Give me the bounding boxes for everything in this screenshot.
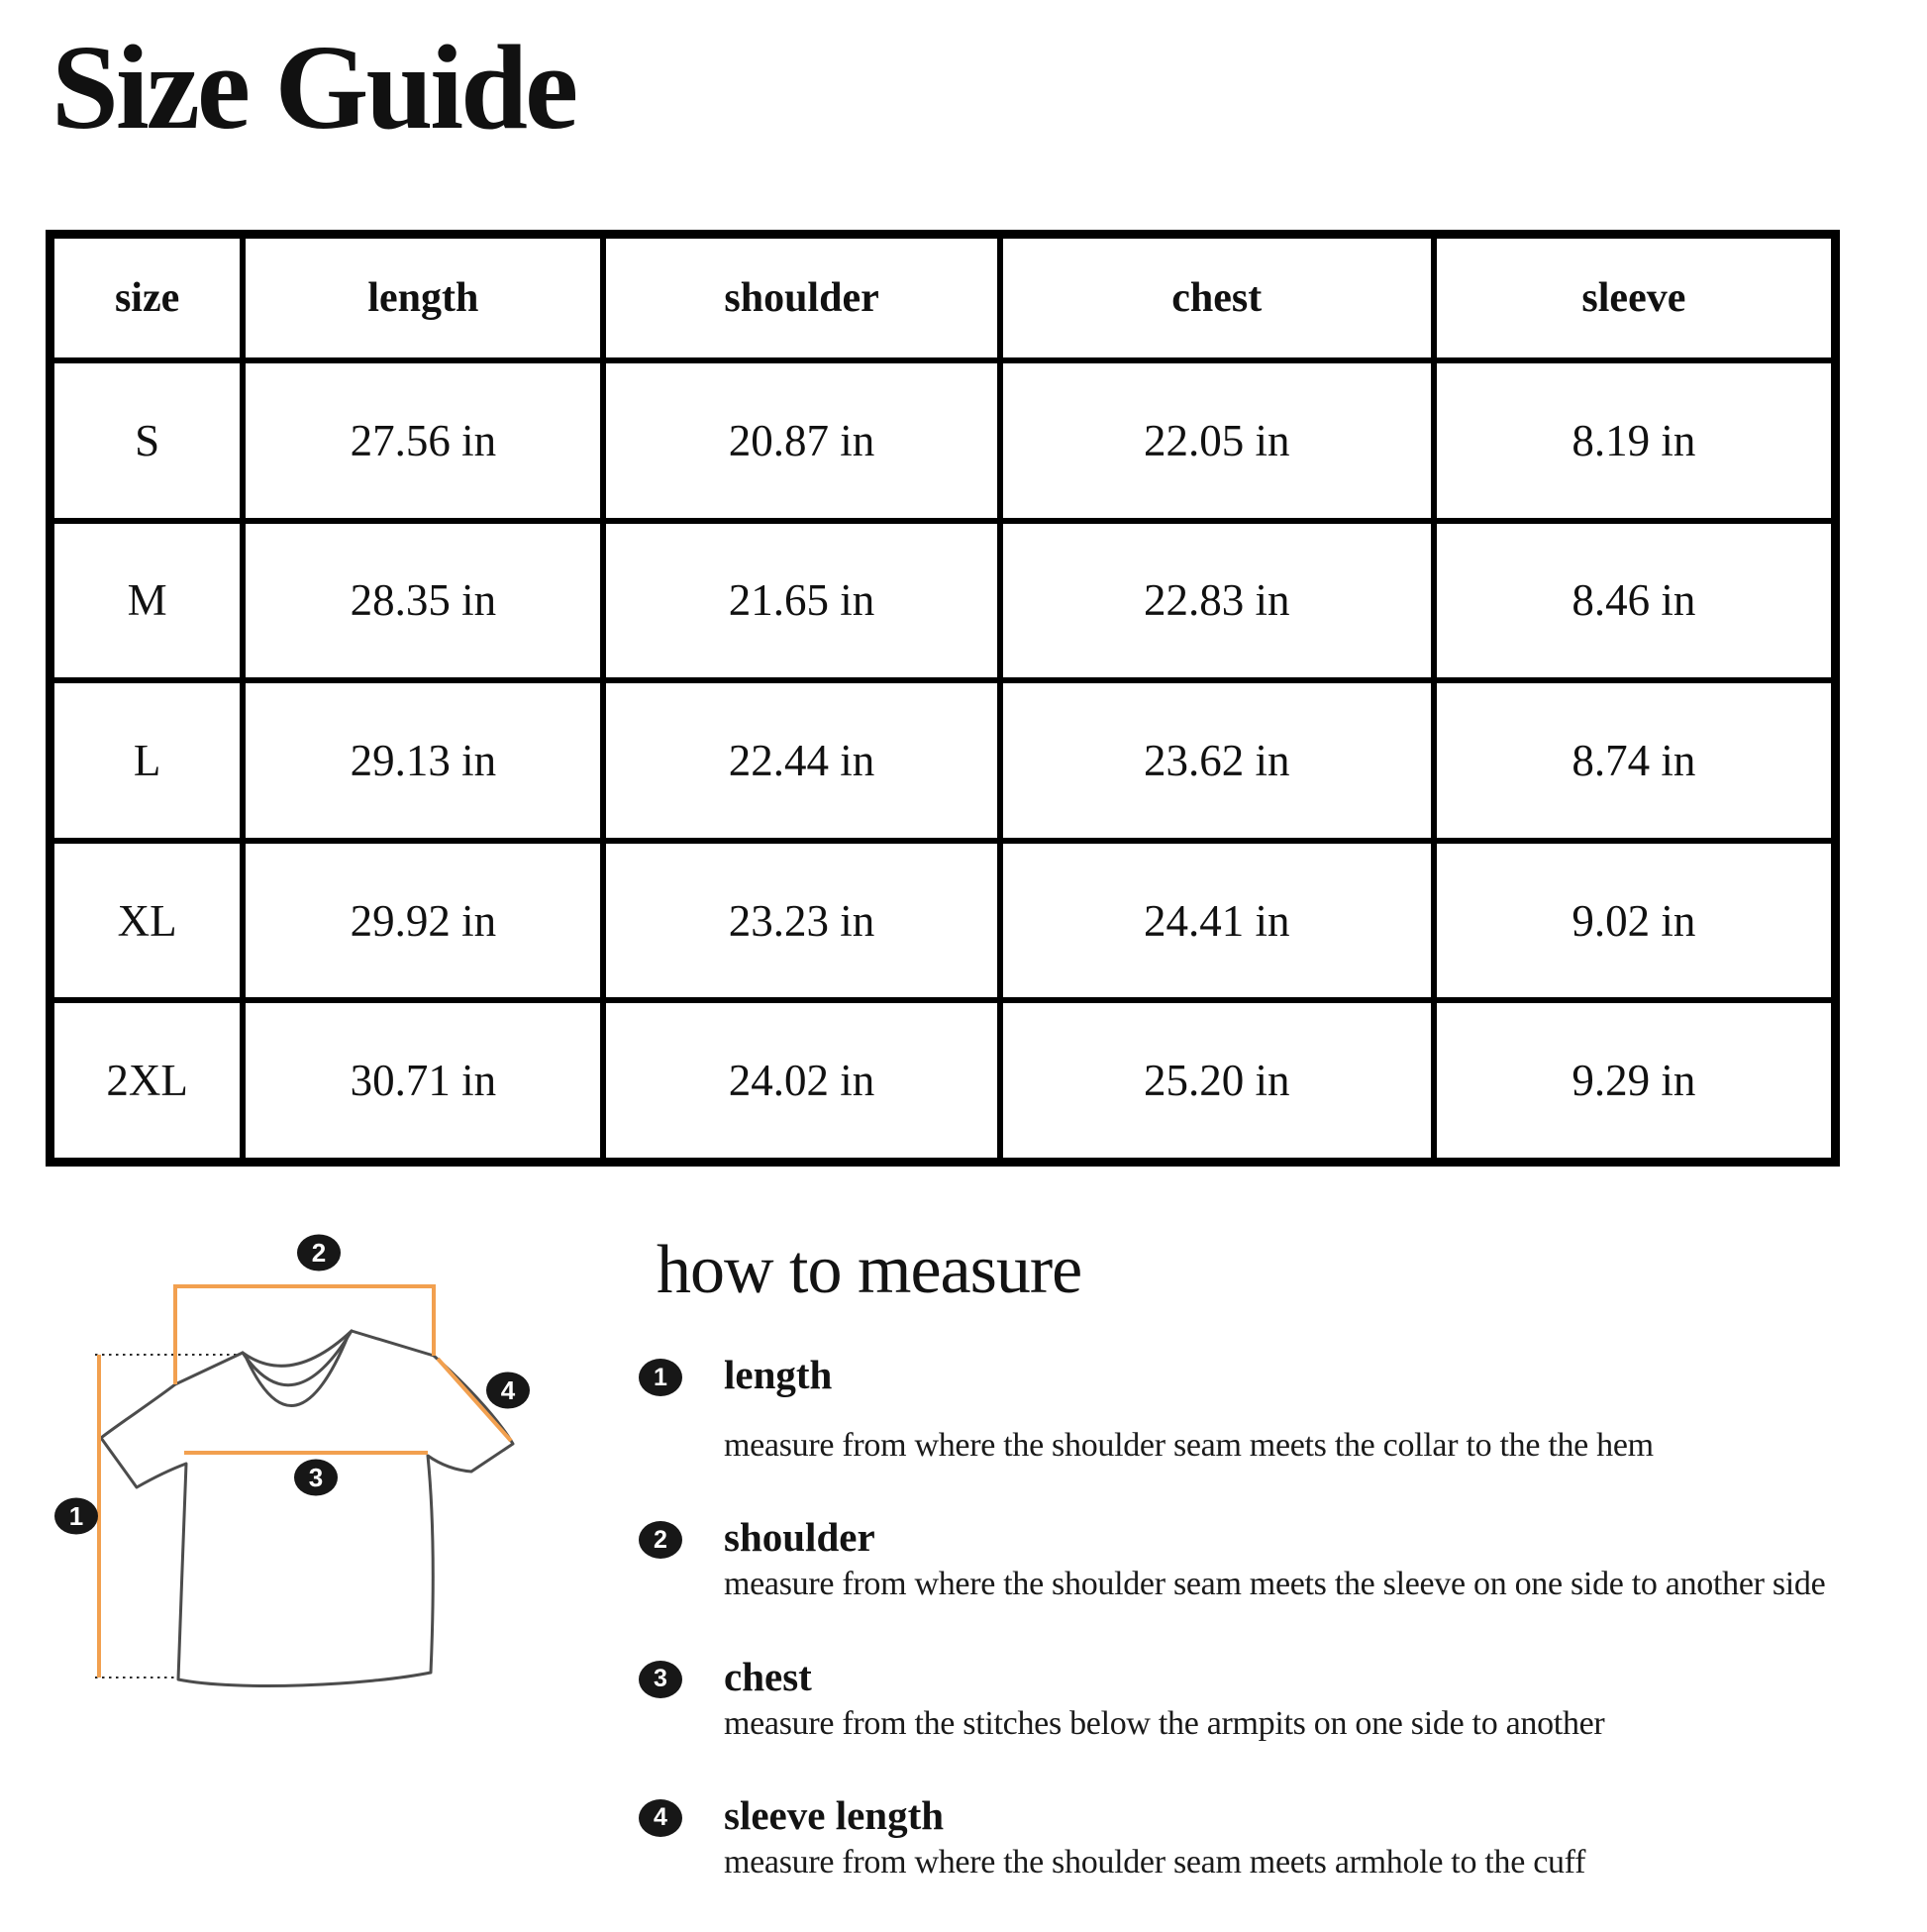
number-badge: 2 [639,1521,682,1560]
cell-chest: 22.83 in [996,517,1437,684]
number-badge: 4 [639,1798,682,1837]
svg-text:1: 1 [69,1501,83,1531]
number-badge: 1 [639,1359,682,1396]
table-header-row: size length shoulder chest sleeve [47,231,1839,363]
measure-item-shoulder: 2 shoulder measure from where the should… [639,1515,1916,1606]
diagram-badge-length: 1 [54,1497,98,1535]
cell-sleeve: 9.29 in [1430,997,1839,1166]
sleeve-measure-line [436,1357,513,1443]
measure-item-description: measure from where the shoulder seam mee… [724,1566,1826,1603]
cell-shoulder: 22.44 in [600,677,1003,844]
measure-item-length: 1 length measure from where the shoulder… [639,1352,1916,1468]
cell-shoulder: 24.02 in [600,997,1003,1166]
measure-item-body: shoulder measure from where the shoulder… [724,1515,1916,1606]
cell-shoulder: 21.65 in [600,517,1003,684]
col-header-sleeve: sleeve [1430,231,1839,363]
svg-text:2: 2 [312,1238,326,1268]
cell-size: S [47,357,247,524]
measure-item-label: length [724,1352,833,1397]
cell-length: 28.35 in [240,517,607,684]
measure-item-label: shoulder [724,1514,875,1561]
measure-item-sleeve-length: 4 sleeve length measure from where the s… [639,1791,1916,1884]
diagram-badge-shoulder: 2 [297,1234,341,1271]
col-header-shoulder: shoulder [600,231,1003,363]
svg-text:3: 3 [309,1463,323,1492]
tshirt-diagram: 1 2 3 4 [54,1234,530,1687]
measure-item-label: chest [724,1653,812,1699]
col-header-length: length [240,231,607,363]
cell-length: 29.92 in [240,837,607,1004]
number-badge: 3 [639,1660,682,1698]
measure-item-body: chest measure from the stitches below th… [724,1653,1916,1746]
cell-size: 2XL [47,997,247,1166]
svg-text:4: 4 [501,1375,516,1405]
cell-shoulder: 23.23 in [600,837,1003,1004]
cell-sleeve: 8.74 in [1430,677,1839,844]
cell-chest: 22.05 in [996,357,1437,524]
diagram-badge-chest: 3 [294,1459,338,1496]
cell-shoulder: 20.87 in [600,357,1003,524]
cell-sleeve: 9.02 in [1430,837,1839,1004]
cell-length: 27.56 in [240,357,607,524]
cell-sleeve: 8.19 in [1430,357,1839,524]
table-row: L 29.13 in 22.44 in 23.62 in 8.74 in [47,677,1839,844]
cell-sleeve: 8.46 in [1430,517,1839,684]
measure-item-description: measure from where the shoulder seam mee… [724,1843,1586,1881]
table-row: XL 29.92 in 23.23 in 24.41 in 9.02 in [47,837,1839,1004]
cell-size: M [47,517,247,684]
cell-size: L [47,677,247,844]
measure-item-description: measure from where the shoulder seam mee… [724,1427,1654,1465]
page-title: Size Guide [51,21,578,154]
collar-band-bottom-arc [245,1335,350,1407]
cell-length: 29.13 in [240,677,607,844]
measure-item-chest: 3 chest measure from the stitches below … [639,1653,1916,1746]
cell-size: XL [47,837,247,1004]
measure-item-label: sleeve length [724,1791,945,1838]
cell-chest: 23.62 in [996,677,1437,844]
how-to-measure-section: how to measure 1 length measure from whe… [639,1236,1916,1932]
collar-back-arc [241,1329,354,1368]
measure-item-body: sleeve length measure from where the sho… [724,1791,1916,1884]
table-row: S 27.56 in 20.87 in 22.05 in 8.19 in [47,357,1839,524]
shoulder-measure-line [173,1284,436,1384]
table-row: 2XL 30.71 in 24.02 in 25.20 in 9.29 in [47,997,1839,1166]
col-header-size: size [47,231,247,363]
col-header-chest: chest [996,231,1437,363]
tshirt-outline [99,1329,515,1687]
diagram-badge-sleeve: 4 [486,1372,530,1409]
cell-chest: 24.41 in [996,837,1437,1004]
cell-length: 30.71 in [240,997,607,1166]
measure-item-body: length measure from where the shoulder s… [724,1352,1916,1468]
how-to-measure-heading: how to measure [657,1232,1082,1308]
size-table: size length shoulder chest sleeve S 27.5… [46,230,1840,1167]
table-row: M 28.35 in 21.65 in 22.83 in 8.46 in [47,517,1839,684]
cell-chest: 25.20 in [996,997,1437,1166]
measure-item-description: measure from the stitches below the armp… [724,1704,1605,1742]
collar-band-top-arc [241,1329,354,1387]
